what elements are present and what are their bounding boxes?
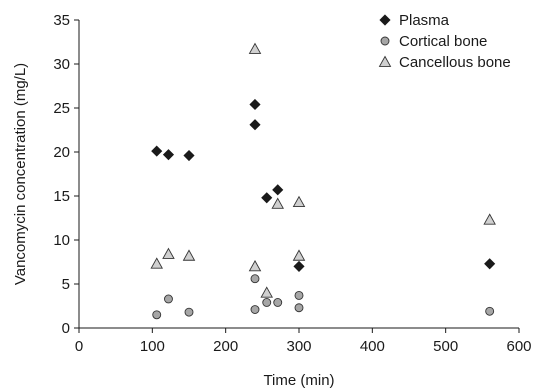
cortical-bone-point: [273, 298, 283, 307]
cortical-bone-point: [164, 294, 173, 304]
plasma-point: [151, 145, 163, 157]
legend-marker-plasma: [379, 14, 391, 26]
legend-marker-cortical-bone: [380, 36, 390, 46]
plasma-point: [249, 98, 261, 111]
cancellous-bone-point: [292, 195, 306, 208]
y-axis-title: Vancomycin concentration (mg/L): [12, 63, 29, 285]
cancellous-bone-point: [483, 213, 496, 225]
y-tick-label: 35: [53, 12, 70, 29]
y-tick-label: 10: [53, 232, 70, 249]
legend: Plasma Cortical bone Cancellous bone: [378, 12, 511, 71]
cortical-bone-point: [485, 306, 495, 316]
x-tick-label: 300: [286, 338, 311, 355]
x-tick-label: 100: [140, 338, 165, 355]
cortical-bone-point: [250, 274, 260, 284]
cancellous-bone-point: [182, 249, 196, 261]
y-tick-label: 5: [62, 276, 70, 293]
cancellous-bone-point: [150, 257, 163, 269]
legend-label-plasma: Plasma: [399, 12, 450, 29]
cancellous-bone-point: [248, 259, 262, 272]
x-tick-label: 0: [75, 338, 83, 355]
data-points: [150, 42, 496, 320]
legend-label-cancellous-bone: Cancellous bone: [399, 54, 511, 71]
y-tick-label: 20: [53, 144, 70, 161]
cancellous-bone-point: [248, 42, 262, 54]
y-tick-label: 30: [53, 56, 70, 73]
cancellous-bone-point: [292, 249, 306, 261]
cortical-bone-point: [294, 290, 304, 300]
y-tick-label: 25: [53, 100, 70, 117]
plasma-point: [293, 260, 305, 272]
cancellous-bone-point: [260, 286, 273, 298]
legend-label-cortical-bone: Cortical bone: [399, 33, 487, 50]
plasma-point: [484, 258, 496, 270]
axes: [74, 19, 520, 333]
cortical-bone-point: [262, 298, 272, 307]
cortical-bone-point: [152, 310, 162, 320]
plasma-point: [183, 149, 195, 162]
x-tick-label: 600: [506, 338, 531, 355]
cancellous-bone-point: [271, 197, 284, 209]
cortical-bone-point: [184, 307, 194, 317]
cancellous-bone-point: [162, 247, 175, 259]
y-tick-label: 15: [53, 188, 70, 205]
x-tick-label: 400: [360, 338, 385, 355]
plasma-point: [249, 119, 261, 131]
x-tick-label: 200: [213, 338, 238, 355]
legend-marker-cancellous-bone: [378, 55, 392, 67]
x-axis-title: Time (min): [263, 372, 334, 389]
y-tick-label: 0: [62, 320, 70, 337]
x-tick-label: 500: [433, 338, 458, 355]
cortical-bone-point: [250, 305, 260, 314]
tick-labels: 0 5 10 15 20 25 30 35 0 100 200 300 400 500 600: [53, 12, 531, 355]
plasma-point: [261, 192, 273, 204]
plasma-point: [272, 184, 284, 196]
plasma-point: [162, 149, 175, 161]
cortical-bone-point: [294, 303, 304, 313]
